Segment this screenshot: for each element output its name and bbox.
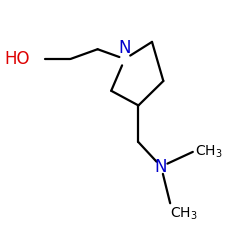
Text: N: N bbox=[118, 38, 131, 56]
Text: CH$_3$: CH$_3$ bbox=[195, 144, 223, 160]
Text: CH$_3$: CH$_3$ bbox=[170, 206, 198, 222]
Text: N: N bbox=[155, 158, 167, 176]
Text: HO: HO bbox=[4, 50, 30, 68]
